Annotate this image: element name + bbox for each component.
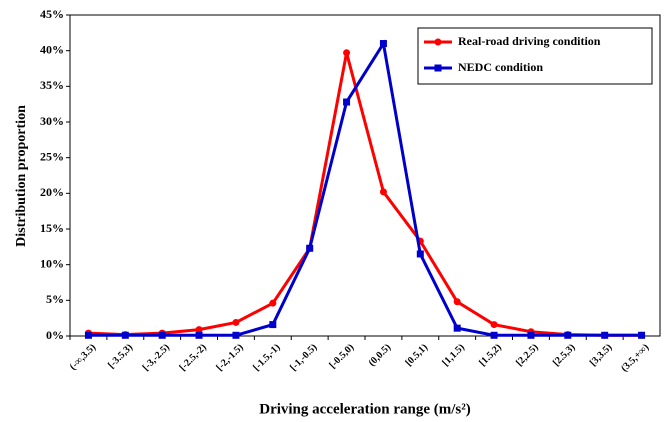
marker [434,64,442,72]
x-tick-label: [1.5,2) [477,342,504,369]
x-tick-label: [3,3.5) [588,342,615,369]
series-line [88,52,642,337]
marker [527,331,535,339]
y-tick-label: 45% [40,7,64,21]
x-tick-label: [-1,-0.5) [288,342,319,373]
x-tick-label: [-3.5,3) [106,342,135,371]
marker [232,318,240,326]
marker [453,324,461,332]
x-tick-label: [2,2.5) [514,342,541,369]
y-tick-label: 0% [46,328,64,342]
marker [434,38,442,46]
x-tick-label: [-2.5,-2) [177,342,208,373]
marker [453,298,461,306]
y-axis-label: Distribution proportion [14,105,29,247]
y-tick-label: 25% [40,149,64,163]
marker [416,250,424,258]
y-tick-label: 15% [40,221,64,235]
marker [121,331,129,339]
x-axis-label: Driving acceleration range (m/s²) [259,401,471,417]
series-line [88,39,642,337]
marker [195,331,203,339]
marker [195,326,203,334]
marker [601,331,609,339]
y-tick-label: 10% [40,256,64,270]
marker [269,299,277,307]
y-tick-label: 5% [46,292,64,306]
marker [232,331,240,339]
marker [490,331,498,339]
marker [269,321,277,329]
marker [158,331,166,339]
y-tick-label: 35% [40,78,64,92]
marker [379,188,387,196]
y-tick-label: 40% [40,42,64,56]
y-tick-label: 30% [40,114,64,128]
marker [306,244,314,252]
x-tick-label: (3.5,+∞) [619,342,651,374]
x-tick-label: [-0.5,0) [327,342,356,371]
x-tick-label: [-1.5,-1) [251,342,282,373]
x-tick-label: [1,1.5) [440,342,467,369]
legend-label: NEDC condition [458,60,543,74]
legend-box [417,27,653,85]
marker [84,331,92,339]
x-tick-label: [0.5,1) [403,342,430,369]
marker [638,331,646,339]
marker [564,331,572,339]
y-tick-label: 20% [40,185,64,199]
legend-label: Real-road driving condition [458,34,601,48]
x-tick-label: [-2,-1.5) [214,342,245,373]
marker [343,49,351,57]
x-tick-label: [-3,-2.5) [141,342,172,373]
x-tick-label: (-∞,3.5) [68,342,98,372]
x-tick-label: (0,0.5) [367,342,394,369]
x-tick-label: [2.5,3) [551,342,578,369]
marker [490,321,498,329]
marker [343,98,351,106]
marker [379,40,387,48]
